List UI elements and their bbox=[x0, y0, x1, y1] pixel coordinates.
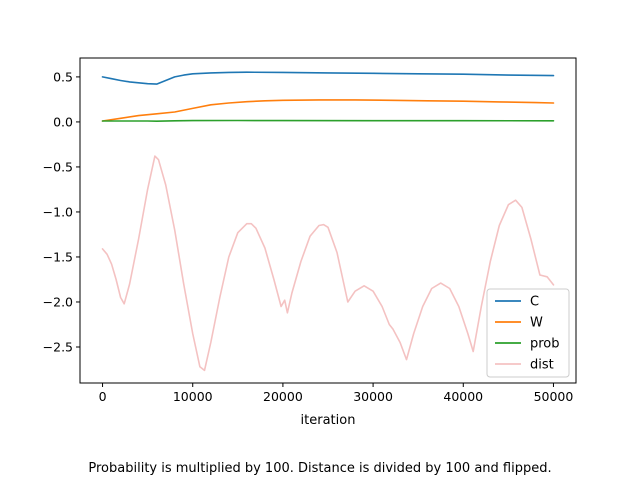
x-tick-label: 40000 bbox=[443, 389, 483, 404]
series-line-prob bbox=[101, 119, 555, 122]
y-axis: 0.5 0.0 −0.5 −1.0 −1.5 −2.0 −2.5 bbox=[43, 69, 80, 354]
chart-caption: Probability is multiplied by 100. Distan… bbox=[88, 461, 552, 476]
legend-label-C: C bbox=[530, 295, 539, 310]
y-tick-label: −0.5 bbox=[43, 159, 73, 174]
legend-label-W: W bbox=[530, 316, 543, 331]
y-tick-label: −2.5 bbox=[43, 339, 73, 354]
y-tick-label: 0.5 bbox=[53, 69, 73, 84]
x-tick-label: 30000 bbox=[353, 389, 393, 404]
x-axis-label: iteration bbox=[301, 413, 356, 428]
legend-box bbox=[486, 288, 570, 378]
series-line-W bbox=[101, 99, 555, 122]
series-line-dist bbox=[101, 155, 555, 372]
legend-label-dist: dist bbox=[530, 358, 554, 373]
y-tick-label: −1.0 bbox=[43, 204, 73, 219]
x-axis: 0 10000 20000 30000 40000 50000 bbox=[99, 383, 574, 404]
x-tick-label: 0 bbox=[99, 389, 107, 404]
x-tick-label: 10000 bbox=[173, 389, 213, 404]
plot-frame bbox=[79, 57, 577, 384]
x-tick-label: 20000 bbox=[263, 389, 303, 404]
y-tick-label: −1.5 bbox=[43, 249, 73, 264]
y-tick-label: −2.0 bbox=[43, 294, 73, 309]
series-layer bbox=[101, 71, 555, 372]
y-tick-label: 0.0 bbox=[53, 114, 73, 129]
series-line-C bbox=[101, 71, 555, 85]
legend-label-prob: prob bbox=[530, 337, 560, 352]
x-tick-label: 50000 bbox=[534, 389, 574, 404]
